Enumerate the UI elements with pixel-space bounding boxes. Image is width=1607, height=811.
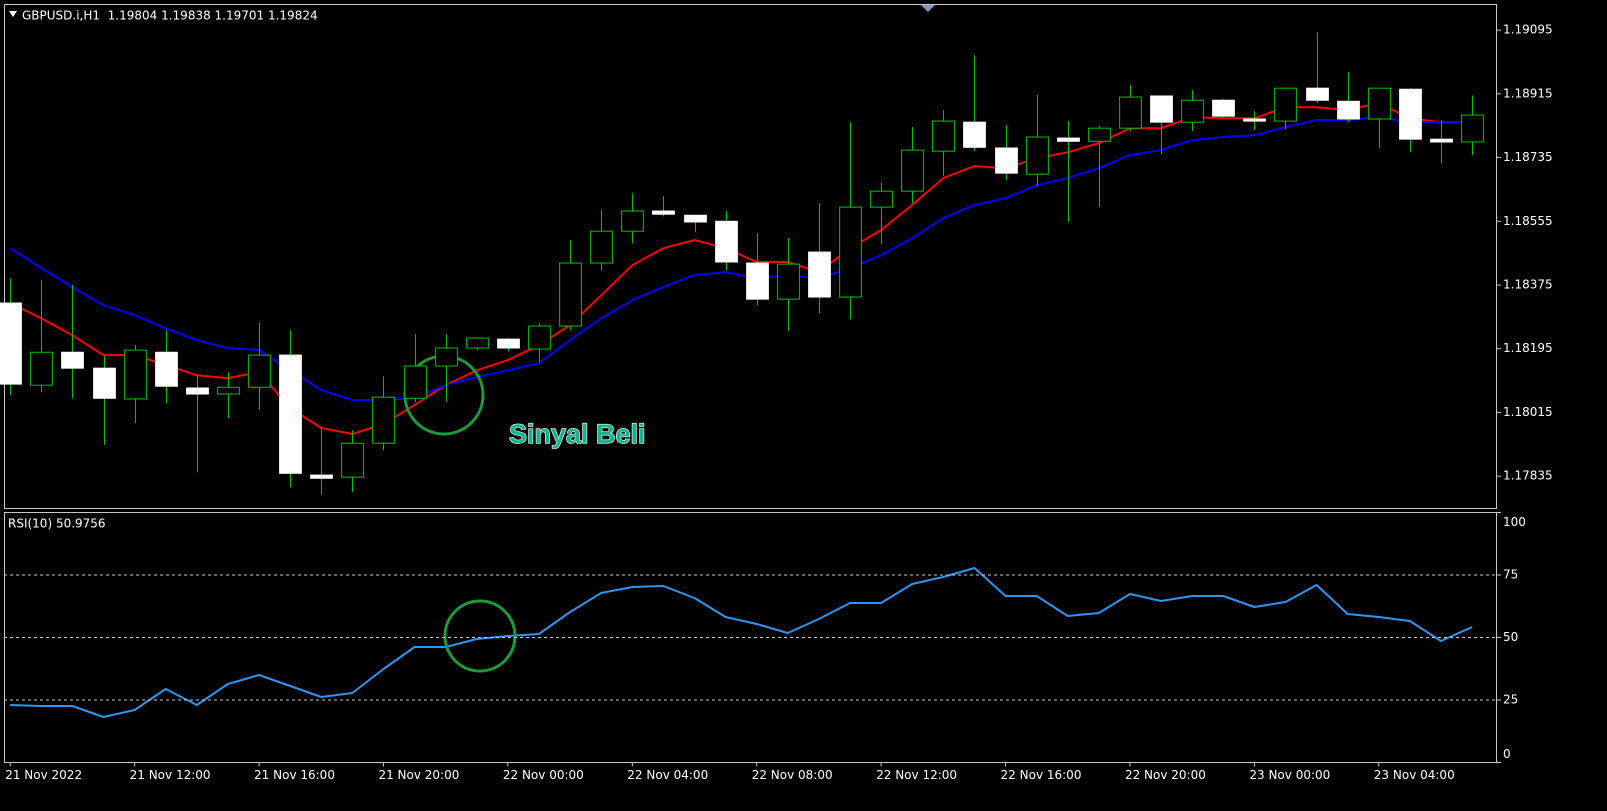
x-tick-label: 23 Nov 00:00	[1249, 768, 1330, 782]
candle-body	[901, 149, 924, 192]
candle-body	[559, 262, 582, 327]
candle-body	[404, 365, 427, 399]
price-panel	[4, 4, 1497, 509]
y-tick-label: 100	[1503, 515, 1526, 529]
candle-body	[279, 354, 302, 474]
x-tick-label: 22 Nov 20:00	[1125, 768, 1206, 782]
candle-body	[963, 121, 986, 148]
candle-body	[1274, 87, 1297, 122]
y-tick-label: 1.18375	[1503, 277, 1553, 291]
candle-body	[1399, 88, 1422, 140]
x-tick-label: 21 Nov 20:00	[378, 768, 459, 782]
candle-body	[1430, 138, 1453, 143]
candle-body	[1057, 137, 1080, 142]
candle-body	[155, 351, 178, 387]
candle-body	[932, 120, 955, 152]
y-tick-label: 1.17835	[1503, 469, 1553, 483]
x-tick-label: 22 Nov 08:00	[752, 768, 833, 782]
x-tick-label: 21 Nov 2022	[5, 768, 82, 782]
candle-body	[30, 351, 53, 386]
candle-body	[497, 338, 520, 349]
candle-body	[217, 386, 240, 395]
candle-body	[839, 206, 862, 298]
y-tick-label: 1.18555	[1503, 214, 1553, 228]
y-tick-label: 75	[1503, 568, 1518, 582]
candle-body	[0, 302, 22, 385]
x-tick-label: 21 Nov 16:00	[254, 768, 335, 782]
line-series	[10, 567, 1473, 718]
candle-body	[1150, 95, 1173, 123]
x-tick-label: 23 Nov 04:00	[1374, 768, 1455, 782]
candle-body	[1337, 100, 1360, 120]
candle-body	[466, 337, 489, 349]
candle-body	[777, 263, 800, 300]
candle-body	[1243, 118, 1266, 122]
y-tick-label: 1.18015	[1503, 405, 1553, 419]
y-tick-label: 0	[1503, 747, 1511, 761]
candle-body	[1212, 99, 1235, 117]
x-tick-label: 22 Nov 12:00	[876, 768, 957, 782]
candle-body	[61, 351, 84, 369]
candle-body	[684, 214, 707, 223]
x-tick-label: 22 Nov 04:00	[627, 768, 708, 782]
highlight-circle	[443, 599, 517, 673]
indicator-title: RSI(10) 50.9756	[8, 517, 106, 531]
candle-body	[93, 367, 116, 399]
candle-body	[1119, 96, 1142, 129]
annotation: Sinyal Beli	[509, 419, 646, 449]
y-tick-label: 25	[1503, 693, 1518, 707]
candle-body	[186, 387, 209, 395]
candle-body	[590, 230, 613, 264]
candle-body	[808, 251, 831, 298]
candle-body	[1306, 87, 1329, 101]
candle-body	[248, 354, 271, 388]
x-tick-label: 22 Nov 16:00	[1001, 768, 1082, 782]
candle-body	[995, 147, 1018, 174]
y-tick-label: 1.18195	[1503, 341, 1553, 355]
y-tick-label: 1.18735	[1503, 150, 1553, 164]
candle-body	[870, 190, 893, 208]
candle-body	[310, 474, 333, 479]
chart-title: GBPUSD.i,H1 1.19804 1.19838 1.19701 1.19…	[22, 9, 318, 23]
candle-body	[124, 349, 147, 400]
x-tick-label: 22 Nov 00:00	[503, 768, 584, 782]
line-series	[9, 116, 1473, 401]
candle-body	[1181, 99, 1204, 123]
candle-body	[341, 442, 364, 478]
shift-marker	[921, 5, 935, 12]
candle-body	[1026, 136, 1049, 175]
menu-arrow[interactable]	[9, 11, 17, 17]
candle-body	[372, 396, 395, 444]
x-tick-label: 21 Nov 12:00	[130, 768, 211, 782]
candle-body	[652, 210, 675, 215]
candle-body	[435, 347, 458, 367]
y-tick-label: 50	[1503, 630, 1518, 644]
y-tick-label: 1.18915	[1503, 86, 1553, 100]
candle-body	[1461, 114, 1484, 143]
candle-body	[715, 220, 738, 263]
candle-body	[1088, 127, 1111, 142]
candle-body	[528, 325, 551, 350]
candle-body	[621, 210, 644, 232]
candle-body	[1368, 87, 1391, 120]
candle-body	[746, 262, 769, 300]
y-tick-label: 1.19095	[1503, 23, 1553, 37]
